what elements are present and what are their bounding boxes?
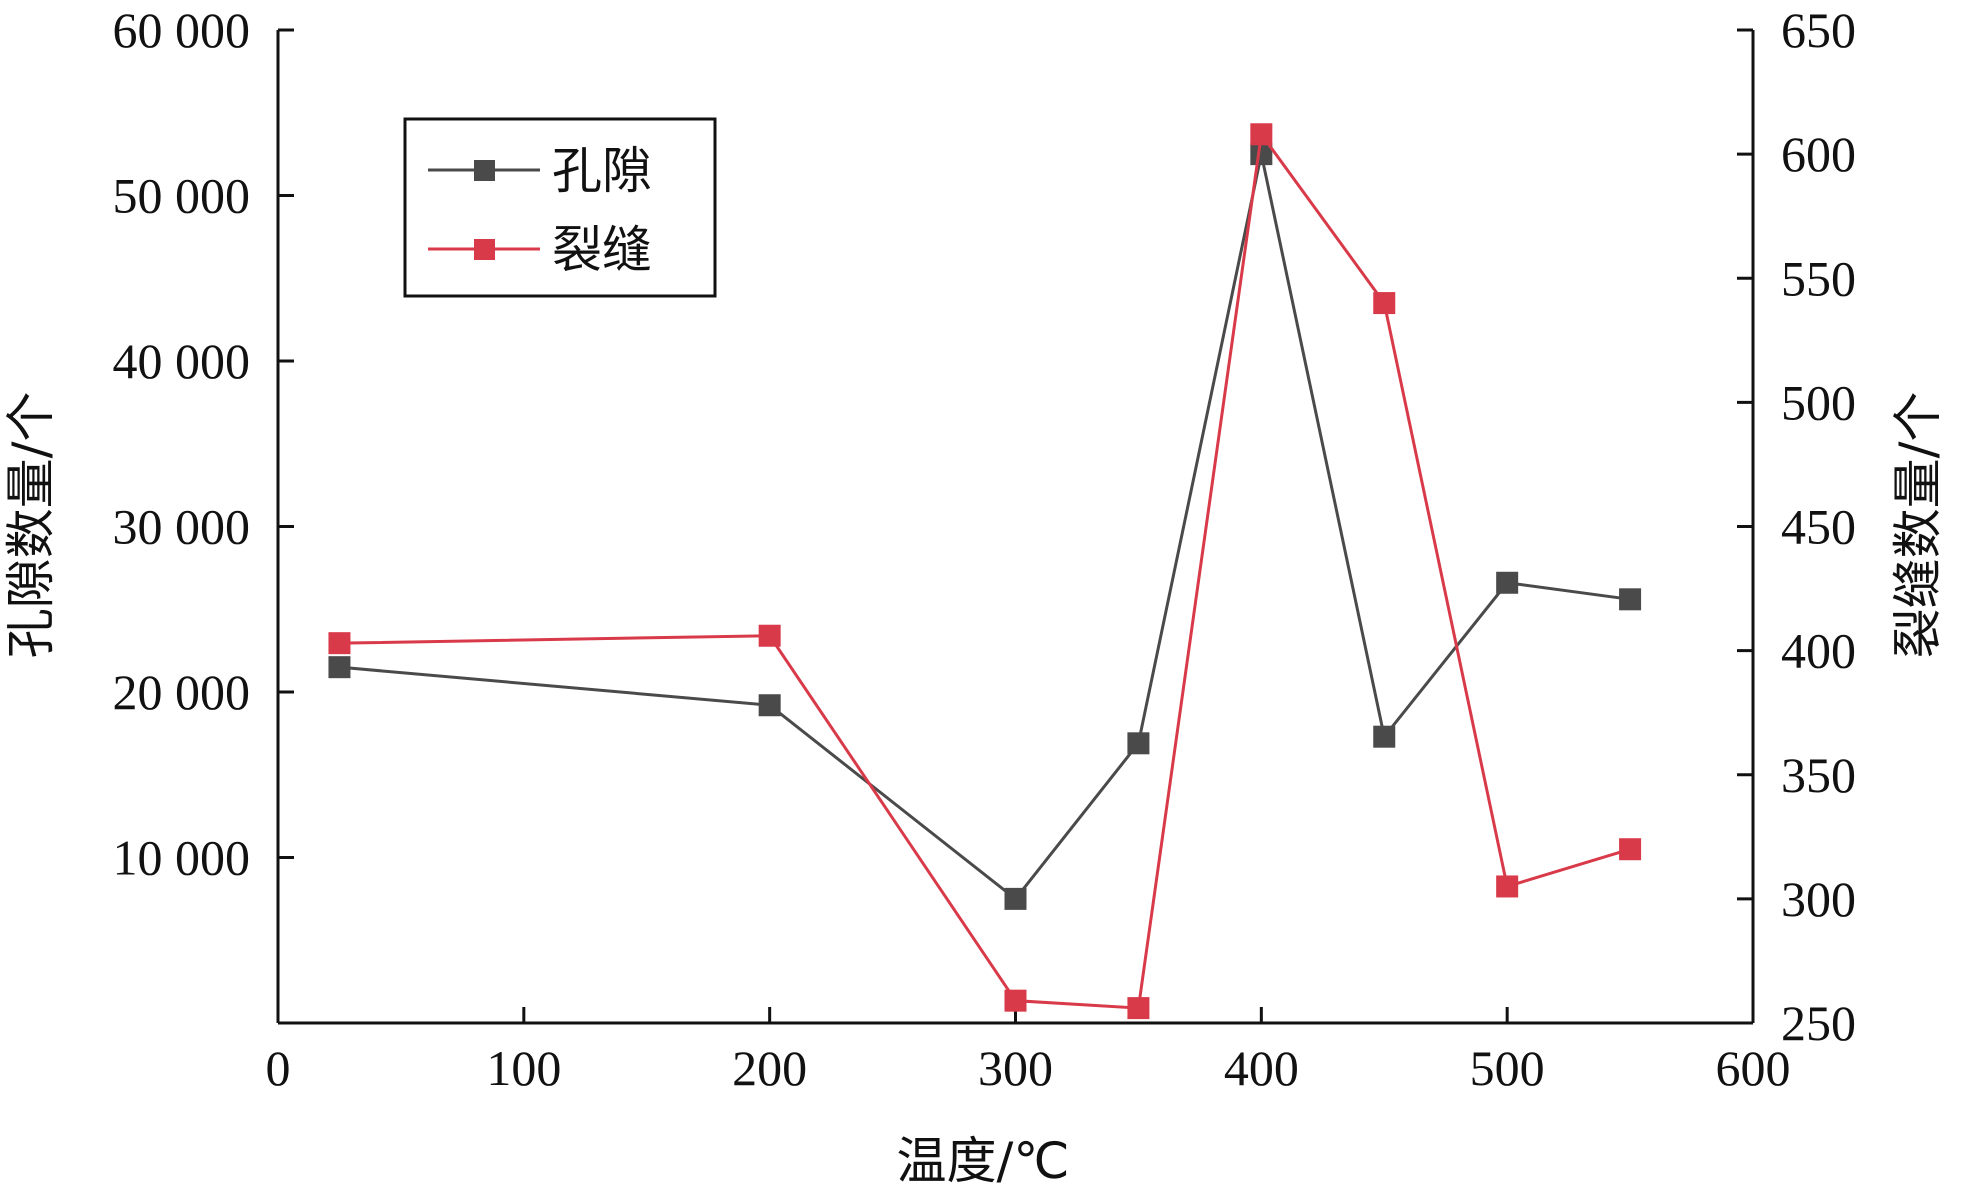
- x-tick-label: 0: [266, 1040, 291, 1096]
- series-line-pores: [339, 153, 1631, 901]
- x-tick-label: 600: [1716, 1040, 1791, 1096]
- y2-axis-title: 裂缝数量/个: [1889, 392, 1947, 659]
- data-point-pores: [1127, 732, 1150, 755]
- y2-tick-label: 250: [1781, 995, 1856, 1051]
- y2-tick-label: 300: [1781, 871, 1856, 927]
- y2-tick-label: 450: [1781, 499, 1856, 555]
- y-tick-label: 10 000: [113, 830, 251, 886]
- ticks: 0 100 200 300 400 500 600 10 000 20 000 30 000 40 …: [113, 2, 1857, 1096]
- data-point-pores: [1619, 588, 1642, 611]
- data-point-cracks: [1250, 123, 1273, 146]
- x-tick-label: 400: [1224, 1040, 1299, 1096]
- y-tick-label: 30 000: [113, 499, 251, 555]
- legend-box: [403, 117, 717, 298]
- data-point-cracks: [758, 624, 781, 647]
- data-point-pores: [1496, 571, 1519, 594]
- y2-tick-label: 650: [1781, 2, 1856, 58]
- x-tick-label: 200: [732, 1040, 807, 1096]
- x-axis-title: 温度/℃: [897, 1132, 1070, 1190]
- y-tick-label: 60 000: [113, 2, 251, 58]
- y2-tick-label: 550: [1781, 250, 1856, 306]
- data-point-cracks: [1373, 292, 1396, 315]
- legend-label-pores: 孔隙: [552, 142, 652, 200]
- x-tick-label: 100: [486, 1040, 561, 1096]
- legend: 孔隙 裂缝: [403, 117, 717, 298]
- y2-tick-label: 400: [1781, 623, 1856, 679]
- legend-marker-pores: [474, 160, 495, 181]
- y-tick-label: 20 000: [113, 664, 251, 720]
- data-point-pores: [1250, 143, 1273, 166]
- data-point-cracks: [328, 632, 351, 655]
- legend-marker-cracks: [474, 239, 495, 260]
- x-tick-label: 300: [978, 1040, 1053, 1096]
- data-point-cracks: [1619, 838, 1642, 861]
- y2-tick-label: 350: [1781, 747, 1856, 803]
- y2-tick-label: 500: [1781, 374, 1856, 430]
- data-point-pores: [1004, 887, 1027, 910]
- y2-tick-label: 600: [1781, 126, 1856, 182]
- data-point-pores: [758, 694, 781, 717]
- series-layer: [328, 123, 1642, 1020]
- data-point-pores: [1373, 725, 1396, 748]
- data-point-pores: [328, 656, 351, 679]
- data-point-cracks: [1127, 997, 1150, 1020]
- data-point-cracks: [1496, 875, 1519, 898]
- y-tick-label: 40 000: [113, 333, 251, 389]
- y-axis-title: 孔隙数量/个: [2, 392, 60, 659]
- legend-label-cracks: 裂缝: [552, 221, 652, 279]
- series-line-cracks: [339, 130, 1631, 1010]
- y-tick-label: 50 000: [113, 168, 251, 224]
- x-tick-label: 500: [1470, 1040, 1545, 1096]
- data-point-cracks: [1004, 989, 1027, 1012]
